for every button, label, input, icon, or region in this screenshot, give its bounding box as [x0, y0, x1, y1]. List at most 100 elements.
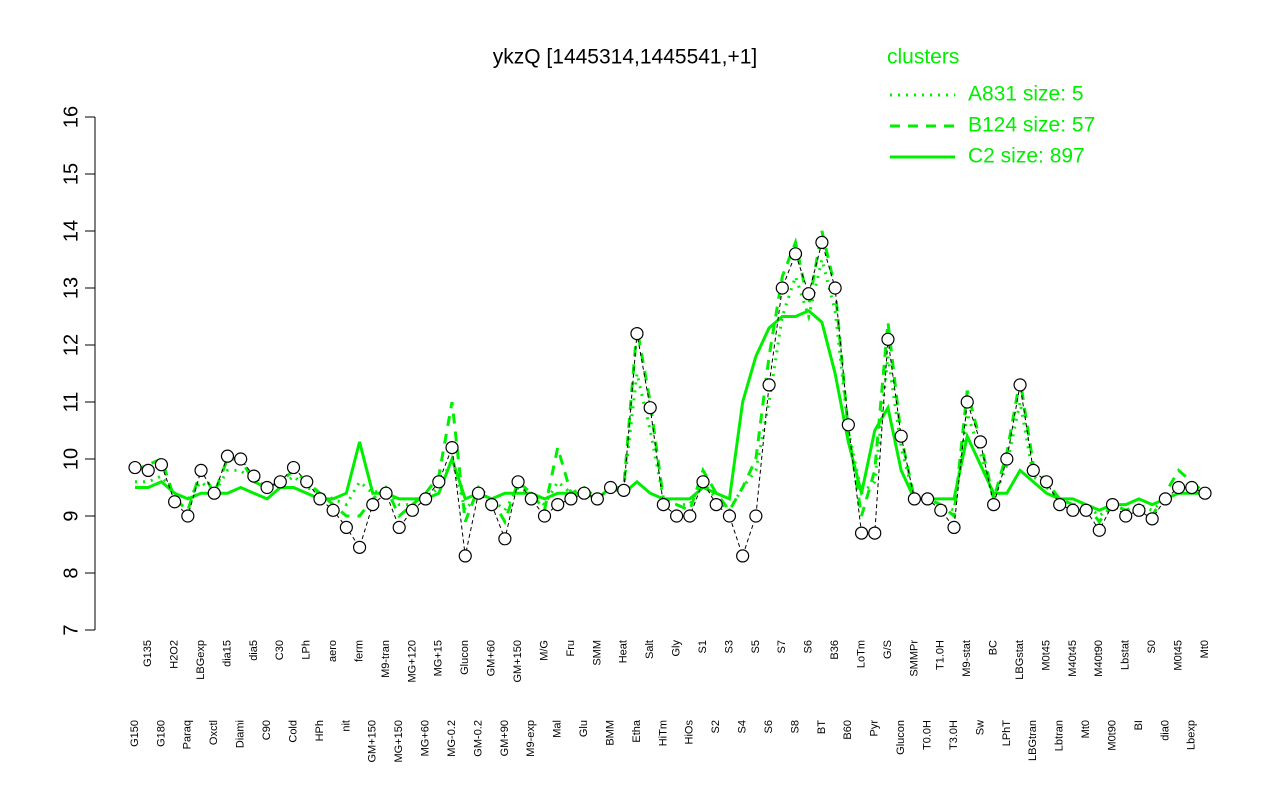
- x-tick-label: MG-0.2: [446, 720, 458, 757]
- data-point: [960, 395, 974, 409]
- data-point: [1026, 463, 1040, 477]
- data-point: [775, 281, 789, 295]
- y-tick-label: 9: [60, 510, 82, 521]
- x-tick-label: dia15: [221, 640, 233, 667]
- data-point: [260, 480, 274, 495]
- x-tick-label: dia0: [1159, 720, 1171, 741]
- x-tick-label: Lbexp: [1186, 720, 1198, 750]
- data-point: [1000, 452, 1014, 466]
- x-tick-label: Oxctl: [208, 720, 220, 745]
- data-point: [854, 526, 869, 540]
- data-point: [1066, 503, 1080, 517]
- x-tick-label: GM+150: [367, 720, 379, 763]
- x-tick-label: Paraq: [182, 720, 194, 749]
- x-tick-label: nit: [340, 720, 352, 732]
- data-point: [683, 509, 697, 523]
- x-tick-label: M9-stat: [961, 640, 973, 677]
- data-point: [326, 503, 340, 517]
- x-tick-label: T1.0H: [935, 640, 947, 670]
- data-point: [234, 452, 248, 466]
- data-point: [709, 498, 723, 512]
- x-tick-label: Lbstat: [1120, 640, 1132, 670]
- x-tick-label: C90: [261, 720, 273, 740]
- data-point: [1079, 503, 1093, 517]
- data-point: [894, 429, 908, 443]
- x-tick-label: S0: [1146, 640, 1158, 653]
- data-point: [524, 492, 538, 506]
- data-point: [220, 449, 235, 463]
- y-tick-label: 10: [60, 448, 82, 470]
- data-point: [1119, 509, 1133, 523]
- x-tick-label: C30: [274, 640, 286, 660]
- data-point: [1145, 512, 1159, 526]
- y-tick-label: 16: [60, 106, 82, 128]
- data-point: [181, 509, 195, 523]
- data-point: [405, 503, 420, 517]
- data-point: [485, 498, 499, 512]
- x-tick-label: M0t45: [1040, 640, 1052, 671]
- x-tick-label: G150: [129, 720, 141, 747]
- x-tick-label: LPhT: [1001, 720, 1013, 747]
- data-point: [366, 498, 380, 512]
- x-tick-label: Cold: [287, 720, 299, 743]
- x-tick-label: BT: [816, 720, 828, 734]
- x-tick-label: GM+60: [486, 640, 498, 676]
- data-point: [722, 509, 737, 523]
- x-tick-label: M0t45: [1172, 640, 1184, 671]
- data-point: [749, 509, 763, 523]
- data-point: [247, 469, 261, 483]
- x-tick-label: Etha: [631, 719, 643, 743]
- data-point: [643, 401, 657, 415]
- x-tick-label: MG+150: [393, 720, 405, 763]
- data-point: [551, 498, 565, 512]
- data-point: [352, 540, 367, 554]
- data-point: [656, 498, 670, 512]
- legend-label: C2 size: 897: [968, 145, 1085, 168]
- x-tick-label: B60: [842, 720, 854, 740]
- data-point: [841, 418, 855, 432]
- data-point: [1053, 498, 1067, 512]
- data-point: [1132, 503, 1146, 517]
- x-tick-label: M40t90: [1093, 640, 1105, 677]
- data-point: [987, 498, 1001, 512]
- x-tick-label: GM+150: [512, 640, 524, 683]
- data-point: [1198, 486, 1212, 500]
- y-tick-label: 14: [60, 220, 82, 242]
- x-tick-label: Mt0: [1080, 720, 1092, 738]
- data-point: [313, 492, 327, 506]
- y-tick-label: 12: [60, 334, 82, 356]
- data-point: [907, 492, 921, 506]
- x-tick-label: S7: [776, 640, 788, 653]
- x-tick-label: B36: [829, 640, 841, 660]
- x-tick-label: T0.0H: [921, 720, 933, 750]
- x-tick-label: HiOs: [684, 720, 696, 745]
- data-point: [1013, 378, 1027, 392]
- x-tick-label: BMM: [604, 720, 616, 746]
- x-tick-label: GM+90: [499, 720, 511, 756]
- x-tick-label: Heat: [618, 640, 630, 663]
- data-point: [1185, 480, 1199, 495]
- x-tick-label: aero: [327, 640, 339, 662]
- x-tick-label: Sw: [974, 720, 986, 735]
- legend-label: B124 size: 57: [968, 114, 1095, 137]
- x-tick-label: Lbtran: [1054, 720, 1066, 751]
- data-point: [207, 486, 221, 500]
- x-tick-label: BC: [988, 640, 1000, 655]
- x-tick-label: Mal: [552, 720, 564, 738]
- x-tick-label: HPh: [314, 720, 326, 741]
- x-tick-label: SMM: [591, 640, 603, 666]
- x-tick-label: MG+120: [406, 640, 418, 683]
- data-point: [603, 480, 618, 495]
- x-tick-label: S3: [723, 640, 735, 653]
- x-tick-label: S6: [803, 640, 815, 653]
- x-tick-label: S8: [789, 720, 801, 733]
- x-tick-label: M/G: [538, 640, 550, 661]
- data-point: [300, 475, 314, 489]
- data-point: [498, 532, 512, 546]
- x-tick-label: MG+15: [433, 640, 445, 676]
- data-point: [564, 492, 578, 506]
- x-tick-label: S2: [710, 720, 722, 733]
- x-tick-label: Glu: [578, 720, 590, 737]
- data-point: [168, 495, 182, 509]
- x-tick-label: M40t45: [1067, 640, 1079, 677]
